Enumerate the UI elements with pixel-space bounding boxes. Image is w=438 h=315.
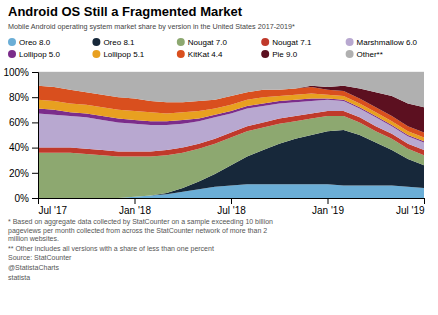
annotation: ** Other includes all versions with a sh… bbox=[8, 245, 214, 253]
legend-label: Oreo 8.0 bbox=[19, 38, 51, 47]
legend-label: Nougat 7.0 bbox=[188, 38, 228, 47]
plot-area bbox=[38, 72, 424, 198]
title: Android OS Still a Fragmented Market bbox=[8, 4, 243, 19]
y-tick: 40% bbox=[9, 142, 38, 153]
y-tick: 0% bbox=[15, 193, 38, 204]
y-tick-mark bbox=[32, 72, 38, 73]
area bbox=[38, 72, 424, 107]
annotation: * Based on aggregate data collected by S… bbox=[8, 218, 273, 242]
legend-swatch bbox=[8, 50, 16, 58]
x-tick-mark bbox=[38, 198, 39, 204]
chart: Android OS Still a Fragmented Market Mobi… bbox=[0, 0, 438, 315]
annotation: Source: StatCounter bbox=[8, 254, 72, 261]
legend-item: Marshmallow 6.0 bbox=[346, 38, 418, 47]
x-tick-label: Jul '17 bbox=[39, 205, 68, 216]
x-tick-label: Jul '19 bbox=[396, 205, 425, 216]
legend-swatch bbox=[92, 38, 100, 46]
legend-item: Lollipop 5.1 bbox=[92, 50, 144, 59]
y-tick-label: 60% bbox=[9, 117, 29, 128]
legend-label: Lollipop 5.1 bbox=[103, 50, 144, 59]
legend-label: Marshmallow 6.0 bbox=[357, 38, 418, 47]
legend: Oreo 8.0 Oreo 8.1 Nougat 7.0 Nougat 7.1 Mars… bbox=[8, 38, 418, 59]
x-tick: Jan '18 bbox=[119, 198, 151, 216]
x-axis-line bbox=[39, 199, 425, 205]
annotation: @StatistaCharts bbox=[8, 264, 60, 271]
y-tick: 80% bbox=[9, 92, 38, 103]
x-tick-label: Jan '19 bbox=[312, 205, 344, 216]
y-tick-mark bbox=[32, 148, 38, 149]
y-axis: 0% 20% 40% 60% 80% 100% bbox=[3, 67, 38, 204]
y-axis-line bbox=[32, 73, 39, 199]
x-tick-mark bbox=[424, 198, 425, 204]
x-tick-label: Jul '18 bbox=[217, 205, 246, 216]
legend-label: Pie 9.0 bbox=[272, 50, 297, 59]
legend-item: Nougat 7.0 bbox=[177, 38, 228, 47]
grid bbox=[38, 72, 424, 198]
x-tick-mark bbox=[231, 198, 232, 204]
legend-item: Oreo 8.0 bbox=[8, 38, 51, 47]
y-tick-label: 100% bbox=[3, 67, 29, 78]
y-tick-mark bbox=[32, 97, 38, 98]
y-tick: 20% bbox=[9, 168, 38, 179]
y-tick: 100% bbox=[3, 67, 38, 78]
x-tick-mark bbox=[135, 198, 136, 204]
y-tick-label: 80% bbox=[9, 92, 29, 103]
legend-swatch bbox=[92, 50, 100, 58]
y-tick: 60% bbox=[9, 117, 38, 128]
legend-swatch bbox=[261, 50, 269, 58]
legend-swatch bbox=[261, 38, 269, 46]
y-tick-mark bbox=[32, 122, 38, 123]
legend-label: KitKat 4.4 bbox=[188, 50, 223, 59]
y-tick-label: 0% bbox=[15, 193, 30, 204]
legend-item: Oreo 8.1 bbox=[92, 38, 135, 47]
legend-swatch bbox=[8, 38, 16, 46]
legend-swatch bbox=[346, 38, 354, 46]
legend-item: Other** bbox=[346, 50, 383, 59]
legend-item: KitKat 4.4 bbox=[177, 50, 223, 59]
legend-item: Pie 9.0 bbox=[261, 50, 297, 59]
x-tick-label: Jan '18 bbox=[119, 205, 151, 216]
legend-item: Lollipop 5.0 bbox=[8, 50, 60, 59]
legend-swatch bbox=[177, 50, 185, 58]
legend-label: Lollipop 5.0 bbox=[19, 50, 60, 59]
y-tick-label: 20% bbox=[9, 168, 29, 179]
annotation: statista bbox=[8, 274, 30, 281]
x-axis: Jul '17 Jan '18 Jul '18 Jan '19 Jul '19 bbox=[39, 198, 425, 216]
x-tick: Jul '18 bbox=[217, 198, 246, 216]
y-tick-mark bbox=[32, 198, 38, 199]
legend-label: Oreo 8.1 bbox=[103, 38, 135, 47]
legend-item: Nougat 7.1 bbox=[261, 38, 312, 47]
y-tick-label: 40% bbox=[9, 142, 29, 153]
legend-label: Other** bbox=[357, 50, 383, 59]
legend-swatch bbox=[346, 50, 354, 58]
annotations: * Based on aggregate data collected by S… bbox=[8, 218, 273, 281]
x-tick: Jul '19 bbox=[396, 198, 425, 216]
y-tick-mark bbox=[32, 173, 38, 174]
x-tick: Jan '19 bbox=[312, 198, 344, 216]
legend-swatch bbox=[177, 38, 185, 46]
legend-label: Nougat 7.1 bbox=[272, 38, 312, 47]
subtitle: Mobile Android operating system market s… bbox=[8, 22, 295, 31]
x-tick: Jul '17 bbox=[39, 198, 68, 216]
x-tick-mark bbox=[328, 198, 329, 204]
